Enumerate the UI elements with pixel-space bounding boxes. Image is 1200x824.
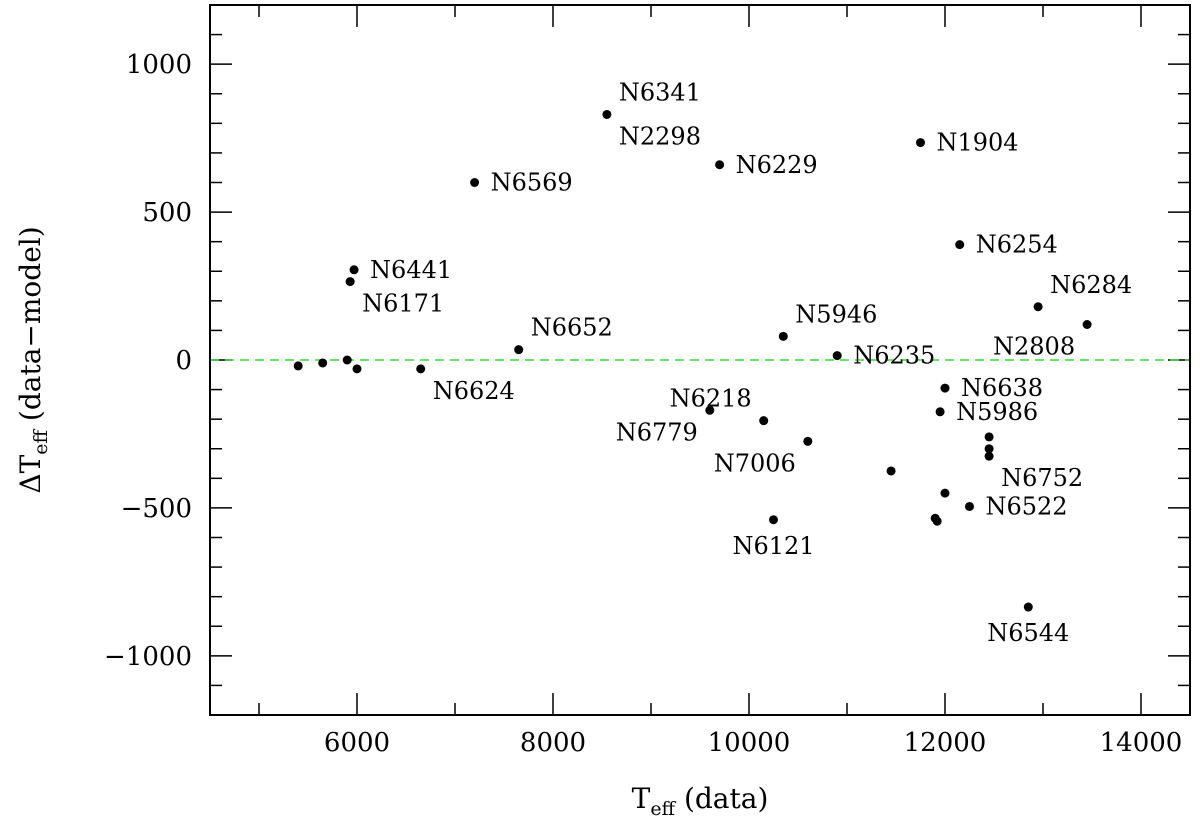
data-point: [602, 109, 612, 119]
data-point: [705, 405, 715, 415]
data-point: [1082, 320, 1092, 329]
data-point: [940, 488, 950, 498]
data-point: [1033, 302, 1043, 312]
point-label: N6638: [961, 374, 1043, 402]
x-axis-title-subscript: eff: [650, 798, 676, 820]
y-tick-label: 1000: [126, 50, 192, 80]
point-label: N6229: [736, 151, 818, 179]
point-label: N6652: [531, 314, 613, 342]
point-label: N6235: [853, 342, 935, 370]
data-point: [318, 358, 328, 368]
plot-frame: [209, 4, 1191, 716]
data-point: [1023, 602, 1033, 612]
point-label: N6569: [491, 169, 573, 197]
data-point: [965, 501, 974, 511]
data-point: [935, 407, 945, 417]
point-label: N5946: [795, 300, 877, 328]
point-label: N5986: [956, 398, 1038, 426]
y-tick-label: −500: [121, 494, 192, 524]
y-axis-title-main: ΔT: [14, 454, 47, 493]
point-label: N6624: [433, 377, 515, 405]
y-tick-label: −1000: [104, 642, 192, 672]
y-axis-title-rest: (data−model): [14, 226, 47, 430]
point-label: N6254: [976, 231, 1058, 259]
y-axis-title-subscript: eff: [30, 428, 52, 454]
data-point: [345, 277, 355, 287]
tick-labels: 6000 8000 10000 12000 14000 −1000 −500 0 500 1000: [104, 50, 1182, 758]
point-label: N6121: [732, 532, 814, 560]
point-label: N1904: [937, 129, 1019, 157]
point-label: N2298: [619, 122, 701, 150]
data-point: [349, 265, 359, 275]
point-label: N6779: [616, 418, 698, 446]
data-points: [293, 109, 1092, 612]
data-point: [984, 451, 994, 461]
point-label: N6218: [670, 385, 752, 413]
data-point: [778, 331, 788, 341]
point-label: N6441: [370, 256, 452, 284]
minor-ticks: [210, 5, 1190, 715]
data-point: [759, 416, 769, 426]
data-point: [514, 345, 524, 355]
y-tick-label: 0: [175, 346, 192, 376]
point-labels: N6341 N2298 N1904 N6229 N6569 N6254 N6441 N6171…: [362, 78, 1132, 647]
x-tick-label: 8000: [520, 728, 586, 758]
data-point: [932, 516, 942, 526]
x-tick-label: 6000: [324, 728, 390, 758]
point-label: N6522: [986, 492, 1068, 520]
point-label: N2808: [993, 333, 1075, 361]
point-label: N6544: [987, 619, 1069, 647]
data-point: [769, 515, 778, 525]
point-label: N6171: [362, 290, 444, 318]
point-label: N6752: [1001, 464, 1083, 492]
x-axis-title: Teff (data): [632, 782, 769, 820]
data-point: [715, 160, 725, 170]
x-tick-label: 10000: [708, 728, 791, 758]
data-point: [832, 351, 842, 361]
data-point: [352, 364, 362, 374]
data-point: [984, 432, 994, 442]
y-axis-title: ΔTeff (data−model): [14, 226, 52, 493]
data-point: [916, 138, 925, 148]
point-label: N7006: [714, 449, 796, 477]
data-point: [984, 444, 994, 454]
point-label: N6341: [619, 78, 701, 106]
data-point: [342, 355, 352, 365]
data-point: [955, 240, 965, 250]
data-point: [293, 361, 303, 371]
data-point: [803, 436, 813, 446]
data-point: [470, 178, 480, 187]
point-label: N6284: [1050, 271, 1132, 299]
x-axis-title-main: T: [632, 782, 651, 815]
x-tick-label: 12000: [904, 728, 987, 758]
y-tick-label: 500: [142, 198, 192, 228]
data-point: [416, 364, 426, 374]
data-point: [940, 383, 950, 393]
x-tick-label: 14000: [1100, 728, 1183, 758]
data-point: [886, 466, 896, 476]
x-axis-title-rest: (data): [675, 782, 768, 815]
